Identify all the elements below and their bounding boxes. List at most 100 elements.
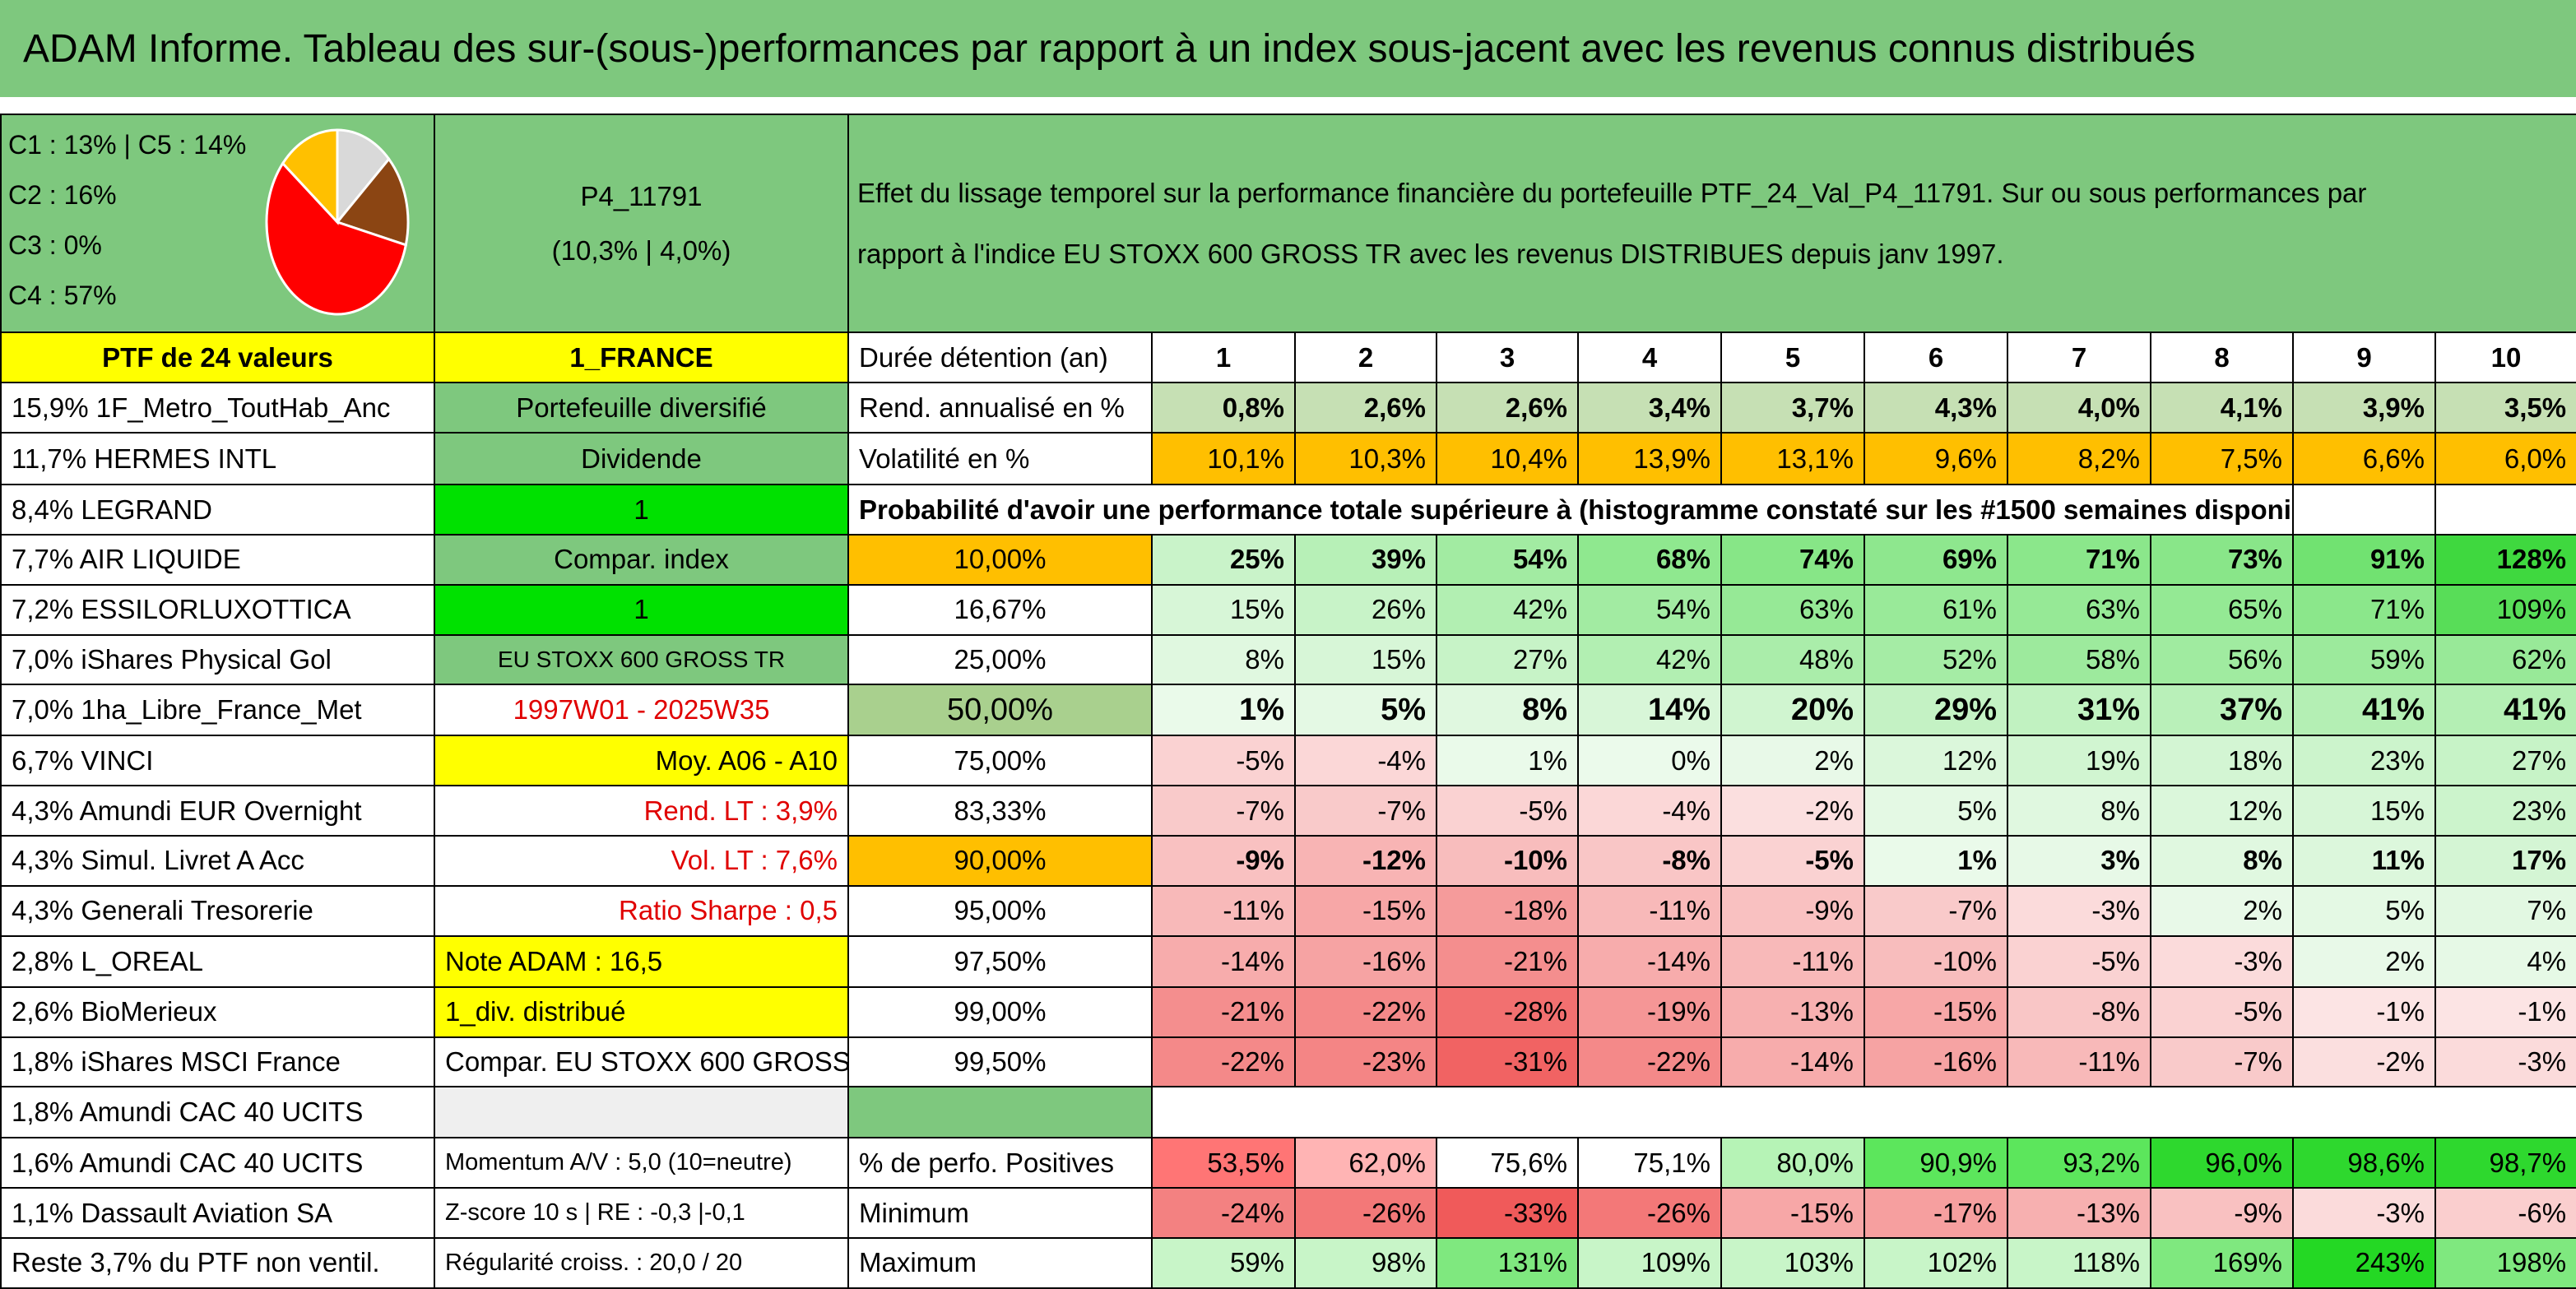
probability-value: 74% — [1720, 533, 1865, 586]
probability-value: 91% — [2292, 533, 2436, 586]
holding-row: 8,4% LEGRAND — [0, 484, 435, 536]
percentile-cell: 10,00% — [847, 533, 1153, 586]
vol-value: 10,1% — [1151, 432, 1296, 486]
holding-row: Reste 3,7% du PTF non ventil. — [0, 1236, 435, 1289]
positive-value: 98,7% — [2434, 1137, 2576, 1189]
portfolio-size-label: PTF de 24 valeurs — [0, 332, 435, 384]
holding-row: 2,6% BioMerieux — [0, 985, 435, 1038]
probability-value: -9% — [1151, 835, 1296, 887]
portfolio-summary: P4_11791 (10,3% | 4,0%) — [434, 113, 849, 334]
probability-value: -1% — [2292, 985, 2436, 1038]
probability-value: 26% — [1294, 583, 1437, 636]
probability-value: 0% — [1577, 735, 1722, 787]
year-header: 7 — [2007, 332, 2151, 384]
probability-value: -4% — [1577, 785, 1722, 837]
rend-value: 3,4% — [1577, 382, 1722, 434]
vol-label: Volatilité en % — [847, 432, 1153, 486]
probability-value: 5% — [2292, 884, 2436, 937]
max-value: 102% — [1864, 1236, 2008, 1289]
positive-value: 90,9% — [1864, 1137, 2008, 1189]
rend-value: 0,8% — [1151, 382, 1296, 434]
parameter-cell: Note ADAM : 16,5 — [434, 934, 849, 988]
probability-value: 59% — [2292, 633, 2436, 686]
probability-value: 25% — [1151, 533, 1296, 586]
probability-value: -10% — [1864, 934, 2008, 988]
holding-row: 2,8% L_OREAL — [0, 934, 435, 988]
pie-label: C3 : 0% — [8, 230, 102, 260]
holding-row: 4,3% Simul. Livret A Acc — [0, 835, 435, 887]
empty-cell — [2292, 484, 2436, 536]
empty-cell — [1150, 1086, 2576, 1139]
probability-value: -15% — [1864, 985, 2008, 1038]
probability-value: -22% — [1577, 1036, 1722, 1088]
probability-value: 18% — [2150, 735, 2294, 787]
rend-value: 2,6% — [1436, 382, 1579, 434]
max-value: 243% — [2292, 1236, 2436, 1289]
empty-cell — [2434, 484, 2576, 536]
probability-value: 2% — [1720, 735, 1865, 787]
parameter-cell: Momentum A/V : 5,0 (10=neutre) — [434, 1137, 849, 1189]
rend-value: 4,0% — [2007, 382, 2151, 434]
description-line: rapport à l'indice EU STOXX 600 GROSS TR… — [857, 238, 2004, 269]
rend-value: 4,1% — [2150, 382, 2294, 434]
holding-row: 1,1% Dassault Aviation SA — [0, 1187, 435, 1239]
probability-value: 11% — [2292, 835, 2436, 887]
probability-value: -28% — [1436, 985, 1579, 1038]
holding-row: 6,7% VINCI — [0, 735, 435, 787]
probability-value: 8% — [1436, 684, 1579, 737]
probability-value: -3% — [2434, 1036, 2576, 1088]
probability-value: -2% — [1720, 785, 1865, 837]
probability-value: -2% — [2292, 1036, 2436, 1088]
probability-value: 5% — [1294, 684, 1437, 737]
probability-value: -23% — [1294, 1036, 1437, 1088]
probability-value: -14% — [1151, 934, 1296, 988]
probability-value: 5% — [1864, 785, 2008, 837]
positive-value: 75,6% — [1436, 1137, 1579, 1189]
min-value: -3% — [2292, 1187, 2436, 1239]
holding-row: 11,7% HERMES INTL — [0, 432, 435, 486]
vol-value: 9,6% — [1864, 432, 2008, 486]
duration-label: Durée détention (an) — [847, 332, 1153, 384]
probability-value: 71% — [2292, 583, 2436, 636]
probability-value: 1% — [1864, 835, 2008, 887]
parameter-cell: Vol. LT : 7,6% — [434, 835, 849, 887]
percentile-cell: 90,00% — [847, 835, 1153, 887]
holding-row: 7,0% iShares Physical Gol — [0, 633, 435, 686]
pie-label: C1 : 13% | C5 : 14% — [8, 130, 247, 160]
probability-value: 15% — [1294, 633, 1437, 686]
parameter-cell: Z-score 10 s | RE : -0,3 |-0,1 — [434, 1187, 849, 1239]
parameter-cell: Moy. A06 - A10 — [434, 735, 849, 787]
probability-value: 15% — [2292, 785, 2436, 837]
holding-row: 4,3% Generali Tresorerie — [0, 884, 435, 937]
vol-value: 6,6% — [2292, 432, 2436, 486]
probability-value: -21% — [1151, 985, 1296, 1038]
probability-value: 2% — [2292, 934, 2436, 988]
probability-value: 1% — [1436, 735, 1579, 787]
probability-value: 4% — [2434, 934, 2576, 988]
min-value: -6% — [2434, 1187, 2576, 1239]
min-label: Minimum — [847, 1187, 1153, 1239]
year-header: 6 — [1864, 332, 2008, 384]
max-value: 103% — [1720, 1236, 1865, 1289]
vol-value: 10,3% — [1294, 432, 1437, 486]
parameter-cell: Portefeuille diversifié — [434, 382, 849, 434]
probability-value: -13% — [1720, 985, 1865, 1038]
vol-value: 13,1% — [1720, 432, 1865, 486]
probability-value: 8% — [2007, 785, 2151, 837]
parameter-cell: 1 — [434, 583, 849, 636]
min-value: -13% — [2007, 1187, 2151, 1239]
probability-value: 48% — [1720, 633, 1865, 686]
parameter-cell: Dividende — [434, 432, 849, 486]
probability-value: -16% — [1294, 934, 1437, 988]
pie-slice-c5 — [281, 128, 339, 225]
probability-value: 19% — [2007, 735, 2151, 787]
probability-value: -7% — [1151, 785, 1296, 837]
probability-value: 54% — [1436, 533, 1579, 586]
holding-row: 7,0% 1ha_Libre_France_Met — [0, 684, 435, 737]
probability-value: 12% — [2150, 785, 2294, 837]
probability-value: 14% — [1577, 684, 1722, 737]
probability-value: 15% — [1151, 583, 1296, 636]
pie-label: C2 : 16% — [8, 180, 117, 210]
probability-value: -5% — [2150, 985, 2294, 1038]
probability-value: 61% — [1864, 583, 2008, 636]
